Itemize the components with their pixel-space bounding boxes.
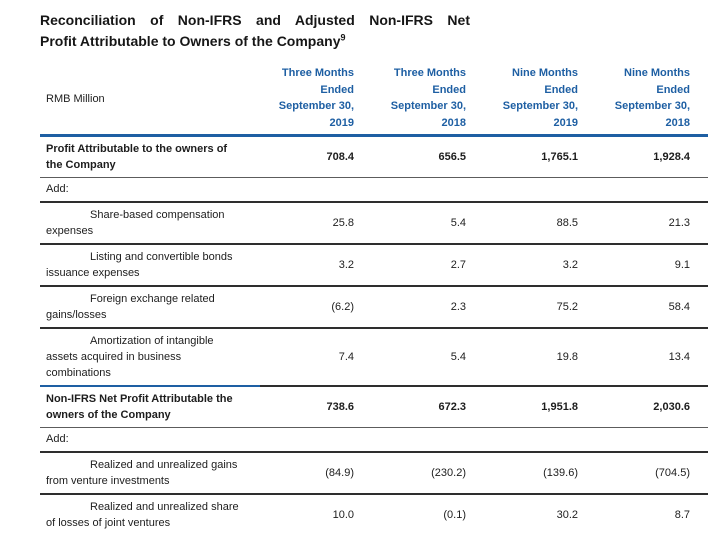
row-value: (6.2): [331, 301, 354, 313]
row-value: (230.2): [431, 467, 466, 479]
row-value: (139.6): [543, 467, 578, 479]
header-rule: [40, 134, 708, 137]
table-row-venture-investments: Realized and unrealized gains from ventu…: [40, 453, 708, 493]
row-label: Profit Attributable to the owners of the…: [46, 143, 228, 171]
row-label: Realized and unrealized gains from ventu…: [46, 459, 238, 487]
row-value: 2.7: [450, 259, 466, 271]
row-value: 656.5: [438, 151, 466, 163]
footnote-reference: 9: [340, 32, 346, 43]
row-value: 7.4: [338, 351, 354, 363]
row-value: 9.1: [674, 259, 690, 271]
column-header-3m-2019: Three Months Ended September 30, 2019: [278, 67, 354, 129]
row-value: 8.7: [674, 509, 690, 521]
column-header-9m-2018: Nine Months Ended September 30, 2018: [614, 67, 690, 129]
row-value: 58.4: [668, 301, 690, 313]
row-label: Listing and convertible bonds issuance e…: [46, 251, 233, 279]
row-value: (704.5): [655, 467, 690, 479]
column-header-3m-2018: Three Months Ended September 30, 2018: [390, 67, 466, 129]
row-separator: [40, 243, 708, 245]
row-label: Foreign exchange related gains/losses: [46, 293, 215, 321]
row-value: 13.4: [668, 351, 690, 363]
row-value: 5.4: [450, 351, 466, 363]
table-header-row: RMB Million Three Months Ended September…: [40, 63, 708, 134]
row-value: 738.6: [326, 401, 354, 413]
page-title: Reconciliation of Non-IFRS and Adjusted …: [40, 10, 470, 52]
title-line-2: Profit Attributable to Owners of the Com…: [40, 32, 346, 49]
row-value: 3.2: [338, 259, 354, 271]
row-separator: [40, 177, 708, 178]
row-value: 672.3: [438, 401, 466, 413]
row-separator: [40, 201, 708, 203]
row-value: 10.0: [332, 509, 354, 521]
row-value: 75.2: [556, 301, 578, 313]
row-label: Add:: [46, 183, 69, 195]
row-value: 21.3: [668, 217, 690, 229]
table-row-non-ifrs-net-profit: Non-IFRS Net Profit Attributable the own…: [40, 387, 708, 427]
row-value: 1,765.1: [541, 151, 578, 163]
table-row-add-section: Add:: [40, 178, 708, 201]
row-separator: [40, 427, 708, 428]
row-value: 3.2: [562, 259, 578, 271]
row-value: 2.3: [450, 301, 466, 313]
table-row-listing-bonds-expenses: Listing and convertible bonds issuance e…: [40, 245, 708, 285]
row-separator: [40, 285, 708, 287]
row-separator: [40, 327, 708, 329]
row-value: 5.4: [450, 217, 466, 229]
row-label: Realized and unrealized share of losses …: [46, 501, 239, 529]
table-row-amortization-intangible: Amortization of intangible assets acquir…: [40, 329, 708, 385]
row-label: Non-IFRS Net Profit Attributable the own…: [46, 393, 233, 421]
row-separator: [40, 451, 708, 453]
title-line-1: Reconciliation of Non-IFRS and Adjusted …: [40, 12, 470, 28]
column-header-9m-2019: Nine Months Ended September 30, 2019: [502, 67, 578, 129]
row-value: 1,928.4: [653, 151, 690, 163]
table-row-profit-attributable: Profit Attributable to the owners of the…: [40, 137, 708, 177]
reconciliation-table: RMB Million Three Months Ended September…: [40, 63, 708, 535]
row-value: 88.5: [556, 217, 578, 229]
unit-label: RMB Million: [46, 92, 105, 105]
table-row-joint-ventures: Realized and unrealized share of losses …: [40, 495, 708, 535]
table-row-share-based-compensation: Share-based compensation expenses 25.8 5…: [40, 203, 708, 243]
row-label: Amortization of intangible assets acquir…: [46, 335, 214, 379]
row-value: (0.1): [443, 509, 466, 521]
row-value: (84.9): [325, 467, 354, 479]
row-label: Share-based compensation expenses: [46, 209, 225, 237]
row-separator: [40, 385, 708, 387]
row-value: 19.8: [556, 351, 578, 363]
row-separator: [40, 493, 708, 495]
row-value: 30.2: [556, 509, 578, 521]
row-value: 1,951.8: [541, 401, 578, 413]
row-value: 2,030.6: [653, 401, 690, 413]
table-row-foreign-exchange: Foreign exchange related gains/losses (6…: [40, 287, 708, 327]
row-label: Add:: [46, 433, 69, 445]
row-value: 708.4: [326, 151, 354, 163]
table-row-add-section-2: Add:: [40, 428, 708, 451]
row-value: 25.8: [332, 217, 354, 229]
